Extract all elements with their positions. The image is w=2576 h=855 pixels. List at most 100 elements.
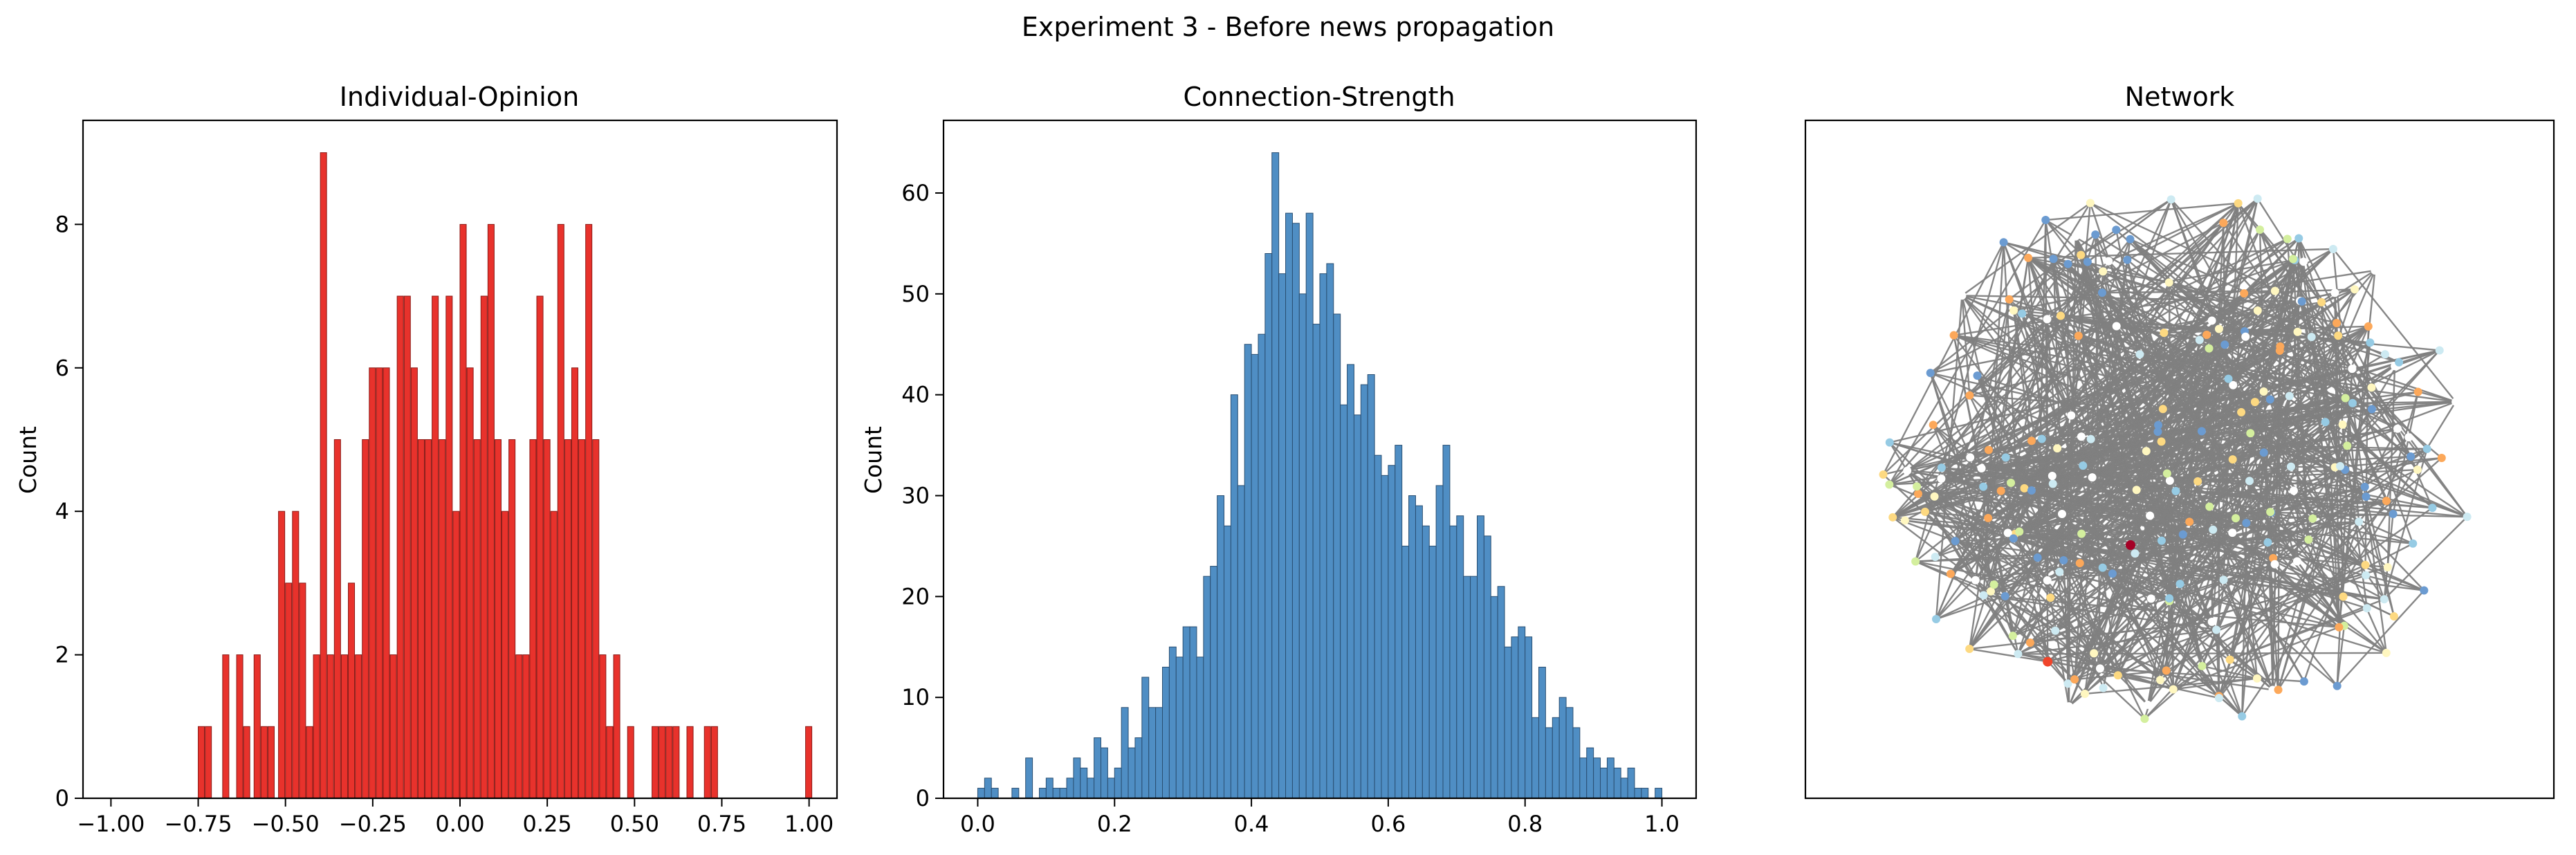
opinion-histogram-title: Individual-Opinion	[340, 82, 579, 112]
opinion-ytick-label: 6	[55, 355, 69, 381]
strength-bar	[1606, 757, 1614, 799]
network-edge	[2012, 445, 2348, 637]
strength-xtick-label: 0.4	[1234, 811, 1269, 837]
network-node	[2219, 219, 2228, 228]
network-node	[2343, 441, 2352, 450]
network-node	[2048, 479, 2057, 488]
network-node	[1984, 445, 1993, 454]
network-node	[2193, 477, 2202, 486]
network-node	[2083, 257, 2092, 266]
network-node	[2292, 557, 2301, 566]
strength-xtick-label: 0.8	[1507, 811, 1543, 837]
network-edge	[2146, 621, 2213, 706]
network-edge	[2245, 261, 2305, 338]
strength-plot-frame	[942, 119, 1698, 800]
network-node	[2341, 394, 2350, 403]
network-node	[2048, 471, 2057, 480]
network-node	[2043, 315, 2052, 324]
network-edge	[2168, 282, 2175, 690]
opinion-bar	[515, 654, 523, 799]
network-node	[2009, 306, 2018, 315]
network-edge	[1929, 263, 2069, 374]
strength-bar	[1428, 545, 1437, 799]
network-node	[2219, 576, 2228, 585]
opinion-bars	[198, 152, 813, 799]
strength-bar	[1038, 787, 1047, 799]
network-node	[2242, 518, 2251, 527]
opinion-bar	[466, 367, 474, 799]
network-edge	[1982, 301, 2322, 488]
network-node	[2334, 331, 2343, 340]
network-edge	[2074, 236, 2243, 717]
network-edge	[2270, 511, 2366, 566]
network-node	[2224, 374, 2233, 383]
opinion-bar	[205, 726, 212, 799]
network-node	[2080, 689, 2089, 698]
network-node	[2256, 226, 2265, 235]
network-node	[2361, 560, 2370, 569]
network-node	[2330, 288, 2339, 297]
network-node	[2270, 286, 2279, 295]
network-node	[1888, 513, 1897, 522]
strength-bar	[1326, 263, 1334, 799]
network-node	[2212, 625, 2221, 634]
network-node	[2123, 255, 2132, 264]
opinion-bar	[703, 726, 711, 799]
network-edge	[1888, 441, 2149, 706]
network-node	[2077, 529, 2086, 538]
network-node	[2380, 595, 2389, 604]
opinion-bar	[260, 726, 268, 799]
network-edge	[1953, 334, 2270, 401]
network-edge	[2383, 516, 2468, 600]
strength-bar	[1210, 566, 1218, 799]
network-node	[2207, 316, 2216, 325]
strength-bar	[1128, 747, 1136, 799]
network-node	[2000, 591, 2009, 600]
strength-bar	[1052, 787, 1060, 799]
network-node	[2283, 235, 2292, 243]
network-node	[2317, 297, 2326, 306]
network-node	[2079, 461, 2088, 470]
strength-bar	[1538, 666, 1546, 799]
network-edge	[2021, 313, 2092, 440]
strength-bar	[1100, 747, 1108, 799]
strength-bar	[1641, 787, 1649, 799]
network-node	[2241, 332, 2250, 341]
network-edge	[2346, 445, 2395, 617]
strength-xtick-label: 0.6	[1370, 811, 1406, 837]
network-node	[2158, 405, 2167, 414]
network-edge	[2090, 202, 2301, 302]
opinion-bar	[613, 654, 620, 799]
network-edge	[1983, 594, 2101, 670]
opinion-bar	[473, 439, 481, 799]
opinion-bar	[550, 511, 558, 799]
network-node	[2113, 671, 2122, 680]
opinion-bar	[306, 726, 313, 799]
opinion-xtick-label: −0.25	[339, 811, 407, 837]
network-edge	[2134, 336, 2312, 554]
network-plot-frame	[1804, 119, 2555, 800]
opinion-bar	[585, 223, 593, 799]
network-edge	[2073, 203, 2239, 680]
network-node	[2112, 322, 2121, 331]
strength-bar	[1217, 495, 1225, 799]
network-node	[2046, 594, 2055, 603]
strength-bar	[1586, 747, 1594, 799]
strength-bar	[1224, 525, 1231, 799]
strength-bar	[1552, 717, 1560, 799]
network-node	[1973, 371, 1982, 380]
opinion-plot-frame	[82, 119, 838, 800]
strength-bar	[1271, 152, 1280, 799]
opinion-bar	[396, 295, 404, 799]
opinion-bar	[340, 654, 348, 799]
network-node	[2304, 535, 2313, 544]
network-node	[2077, 250, 2086, 259]
network-edge	[1990, 365, 2395, 592]
network-edge	[2101, 293, 2245, 569]
opinion-bar	[529, 439, 537, 799]
opinion-bar	[362, 439, 369, 799]
strength-bar	[1278, 273, 1287, 799]
network-edge	[2045, 219, 2165, 333]
network-node	[2250, 398, 2259, 407]
network-edge	[1982, 489, 2137, 596]
